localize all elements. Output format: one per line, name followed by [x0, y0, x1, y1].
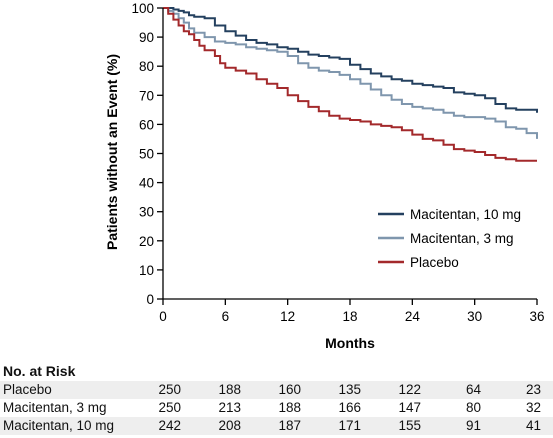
y-tick-label: 40 [139, 176, 154, 191]
x-axis-label: Months [325, 335, 375, 351]
y-tick-label: 60 [139, 117, 154, 132]
y-tick-label: 70 [139, 88, 154, 103]
risk-table-row: Placebo 250 188 160 135 122 64 23 [0, 381, 553, 399]
risk-cell: 80 [465, 400, 481, 415]
risk-cell: 135 [338, 382, 361, 397]
risk-cell: 188 [278, 400, 301, 415]
x-tick-label: 24 [405, 309, 421, 324]
risk-row-label: Macitentan, 10 mg [3, 418, 115, 433]
risk-cell: 213 [218, 400, 241, 415]
y-tick-label: 0 [146, 292, 154, 307]
legend-label: Macitentan, 10 mg [410, 207, 521, 222]
x-tick-label: 12 [280, 309, 295, 324]
risk-cell: 23 [525, 382, 541, 397]
legend-label: Macitentan, 3 mg [410, 231, 514, 246]
series-line-1 [163, 7, 538, 139]
risk-cell: 160 [278, 382, 301, 397]
y-axis-label: Patients without an Event (%) [104, 54, 120, 250]
series-line-2 [163, 7, 537, 162]
y-tick-label: 80 [139, 59, 154, 74]
series-line-0 [163, 7, 538, 113]
risk-cell: 122 [398, 382, 421, 397]
risk-cell: 155 [398, 418, 421, 433]
risk-table-row: Macitentan, 10 mg 242 208 187 171 155 91 41 [0, 417, 553, 435]
y-tick-label: 20 [139, 234, 154, 249]
risk-cell: 208 [218, 418, 241, 433]
y-tick-label: 100 [131, 1, 154, 16]
risk-cell: 166 [338, 400, 361, 415]
x-tick-label: 6 [222, 309, 230, 324]
risk-cell: 91 [465, 418, 481, 433]
legend-label: Placebo [410, 255, 459, 270]
risk-cell: 250 [158, 382, 181, 397]
legend: Macitentan, 10 mg Macitentan, 3 mg Placebo [378, 207, 521, 270]
risk-cell: 147 [398, 400, 421, 415]
risk-cell: 242 [158, 418, 181, 433]
risk-table: No. at Risk Placebo 250 188 160 135 122 64 23 Ma… [0, 361, 553, 435]
risk-cell: 32 [525, 400, 541, 415]
risk-row-label: Placebo [3, 382, 52, 397]
risk-cell: 187 [278, 418, 301, 433]
risk-table-title: No. at Risk [3, 363, 76, 379]
y-tick-label: 10 [139, 263, 154, 278]
x-tick-label: 36 [529, 309, 544, 324]
risk-cell: 171 [338, 418, 361, 433]
risk-row-label: Macitentan, 3 mg [3, 400, 107, 415]
risk-cell: 64 [465, 382, 481, 397]
x-tick-label: 18 [342, 309, 357, 324]
y-tick-label: 50 [139, 147, 154, 162]
kaplan-meier-chart: 0 10 20 30 40 50 60 70 80 90 100 0 6 12 18 24 30 36 Pati… [104, 1, 545, 351]
risk-cell: 188 [218, 382, 241, 397]
risk-cell: 250 [158, 400, 181, 415]
x-tick-label: 30 [467, 309, 482, 324]
risk-table-row: Macitentan, 3 mg 250 213 188 166 147 80 32 [0, 399, 553, 417]
risk-cell: 41 [525, 418, 541, 433]
x-tick-label: 0 [159, 309, 167, 324]
y-tick-label: 30 [139, 205, 154, 220]
y-tick-label: 90 [139, 30, 154, 45]
